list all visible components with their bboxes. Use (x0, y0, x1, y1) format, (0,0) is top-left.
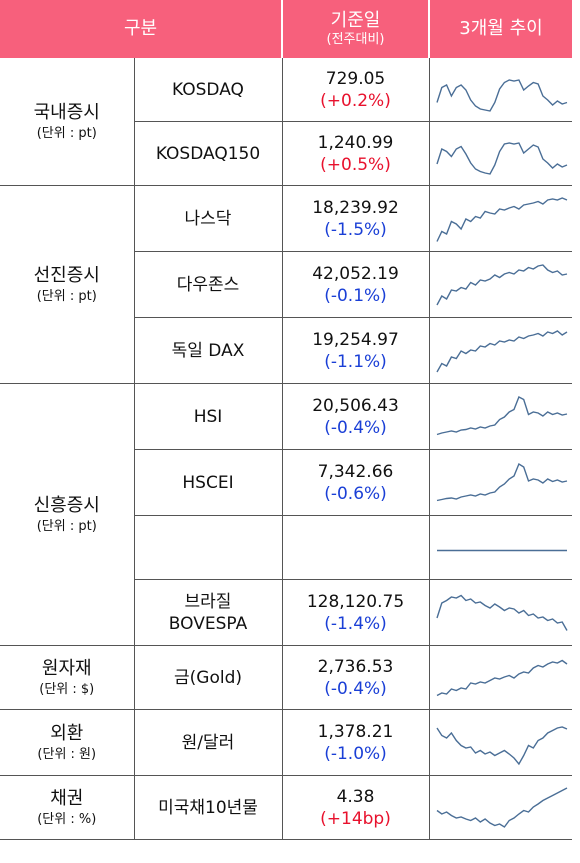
table-row: KOSDAQ150 1,240.99 (+0.5%) (0, 121, 572, 186)
index-name: 나스닥 (134, 185, 283, 252)
trend-sparkline (429, 185, 572, 252)
sparkline (436, 395, 567, 435)
table-row: 독일 DAX 19,254.97 (-1.1%) (0, 317, 572, 384)
group-bond: 채권 (단위 : %) (0, 775, 135, 840)
trend-sparkline (429, 515, 572, 580)
sparkline (436, 549, 567, 551)
trend-sparkline (429, 709, 572, 776)
table-row: 국내증시 (단위 : pt) KOSDAQ 729.05 (+0.2%) (0, 58, 572, 186)
index-name: 금(Gold) (134, 645, 283, 710)
index-value (282, 515, 430, 580)
table-row: HSCEI 7,342.66 (-0.6%) (0, 449, 572, 516)
trend-sparkline (429, 449, 572, 516)
trend-sparkline (429, 383, 572, 450)
sparkline (436, 659, 567, 696)
header-base-date: 기준일 (전주대비) (282, 0, 430, 58)
index-name: HSI (134, 383, 283, 450)
header-trend: 3개월 추이 (429, 0, 572, 58)
sparkline (435, 594, 568, 631)
index-name: 독일 DAX (134, 317, 283, 384)
trend-sparkline (429, 317, 572, 384)
table-row: 원자재 (단위 : $) 금(Gold) 2,736.53 (-0.4%) (0, 645, 572, 710)
table-row: 다우존스 42,052.19 (-0.1%) (0, 251, 572, 318)
index-name: 원/달러 (134, 709, 283, 776)
sparkline (436, 786, 567, 828)
sparkline (435, 263, 567, 305)
trend-sparkline (429, 775, 572, 840)
index-value: 729.05 (+0.2%) (282, 58, 430, 122)
index-value: 18,239.92 (-1.5%) (282, 185, 430, 252)
index-name (134, 515, 283, 580)
sparkline (435, 329, 567, 372)
index-name: KOSDAQ150 (134, 121, 283, 186)
header-category: 구분 (0, 0, 283, 58)
sparkline (435, 725, 567, 765)
table-row: 신흥증시 (단위 : pt) HSI 20,506.43 (-0.4%) (0, 383, 572, 646)
trend-sparkline (429, 58, 572, 122)
trend-sparkline (429, 579, 572, 646)
index-value: 1,378.21 (-1.0%) (282, 709, 430, 776)
group-domestic: 국내증시 (단위 : pt) (0, 58, 135, 186)
group-developed: 선진증시 (단위 : pt) (0, 185, 135, 384)
index-name: 브라질 BOVESPA (134, 579, 283, 646)
index-value: 1,240.99 (+0.5%) (282, 121, 430, 186)
group-commodity: 원자재 (단위 : $) (0, 645, 135, 710)
group-emerging: 신흥증시 (단위 : pt) (0, 383, 135, 646)
index-name: HSCEI (134, 449, 283, 516)
index-name: 미국채10년물 (134, 775, 283, 840)
table-row: 선진증시 (단위 : pt) 나스닥 18,239.92 (-1.5%) (0, 185, 572, 384)
table-row: 외환 (단위 : 원) 원/달러 1,378.21 (-1.0%) (0, 709, 572, 776)
market-summary-table: 구분 기준일 (전주대비) 3개월 추이 국내증시 (단위 : pt) KOSD… (0, 0, 572, 840)
sparkline (435, 141, 567, 175)
index-value: 7,342.66 (-0.6%) (282, 449, 430, 516)
table-row: 채권 (단위 : %) 미국채10년물 4.38 (+14bp) (0, 775, 572, 840)
index-value: 19,254.97 (-1.1%) (282, 317, 430, 384)
trend-sparkline (429, 645, 572, 710)
table-row (0, 515, 572, 580)
sparkline (436, 462, 567, 501)
table-row: 브라질 BOVESPA 128,120.75 (-1.4%) (0, 579, 572, 646)
sparkline (435, 78, 567, 112)
trend-sparkline (429, 121, 572, 186)
index-value: 4.38 (+14bp) (282, 775, 430, 840)
index-value: 42,052.19 (-0.1%) (282, 251, 430, 318)
index-name: KOSDAQ (134, 58, 283, 122)
index-value: 128,120.75 (-1.4%) (282, 579, 430, 646)
index-value: 2,736.53 (-0.4%) (282, 645, 430, 710)
sparkline (435, 196, 567, 242)
trend-sparkline (429, 251, 572, 318)
index-value: 20,506.43 (-0.4%) (282, 383, 430, 450)
group-fx: 외환 (단위 : 원) (0, 709, 135, 776)
index-name: 다우존스 (134, 251, 283, 318)
